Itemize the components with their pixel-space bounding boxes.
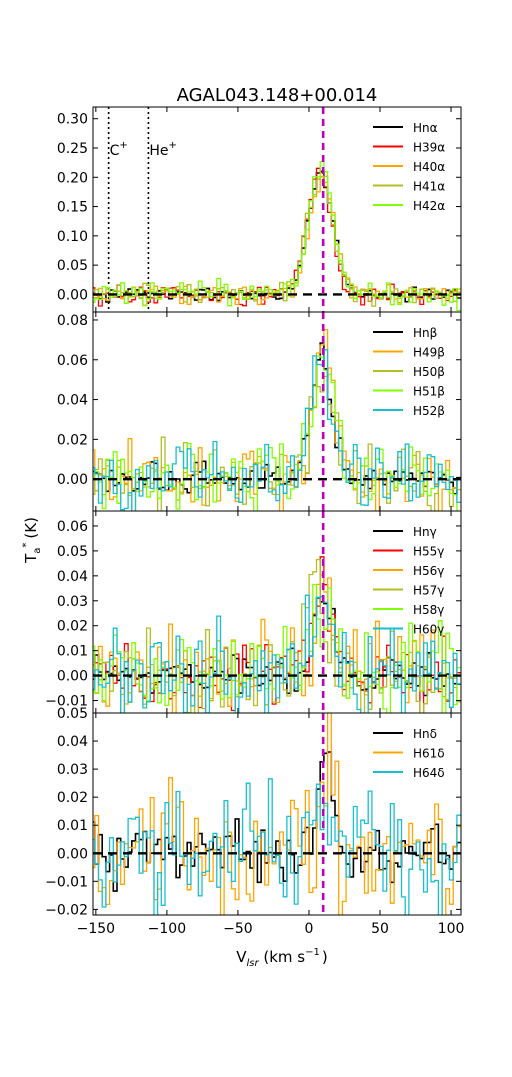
panel-plot-area (93, 107, 461, 312)
y-axis-label-unit: (K) (22, 517, 40, 539)
y-tick-label: 0.04 (57, 734, 88, 750)
y-tick-label: 0.10 (57, 229, 88, 245)
legend-label: H50β (413, 365, 445, 379)
series-line (93, 778, 461, 915)
y-tick-label: 0.06 (57, 519, 88, 535)
y-axis-label: Ta* (K) (21, 517, 43, 564)
y-tick-label: 0.01 (57, 644, 88, 660)
y-tick-label: 0.03 (57, 762, 88, 778)
species-marker-label-text: C (110, 143, 120, 159)
y-tick-label: 0.05 (57, 544, 88, 560)
legend-gamma: Hnγ H55γ H56γ H57γ H58γ H60γ (373, 525, 444, 637)
series-line (93, 176, 461, 306)
x-axis-label-end: ) (322, 948, 328, 966)
y-tick-label: 0.02 (57, 619, 88, 635)
x-tick-label: 0 (305, 921, 314, 937)
series-line (93, 170, 461, 303)
legend-label: Hnβ (413, 326, 437, 340)
y-tick-label: 0.06 (57, 353, 88, 369)
x-tick-label: 100 (438, 921, 465, 937)
species-marker-label-sup: + (169, 140, 177, 151)
x-axis-label-sup: −1 (305, 947, 320, 958)
legend-label: H64δ (413, 766, 445, 780)
panel-frame (92, 712, 462, 916)
y-tick-label: 0.00 (57, 472, 88, 488)
panel-plot-area (93, 312, 461, 511)
x-axis-label: Vlsr (km s−1) (236, 947, 328, 969)
y-axis-label-sub: a (32, 548, 43, 554)
y-axis-label-main: T (22, 553, 40, 564)
y-tick-label: 0.03 (57, 594, 88, 610)
y-tick-label: −0.02 (45, 902, 88, 918)
legend-label: H55γ (413, 545, 444, 559)
y-tick-label: 0.00 (57, 846, 88, 862)
legend-label: H57γ (413, 584, 444, 598)
y-tick-label: 0.02 (57, 790, 88, 806)
chart-title: AGAL043.148+00.014 (177, 85, 378, 106)
x-axis: −150 −100 −50 0 50 100 (77, 921, 465, 937)
legend-label: H60γ (413, 623, 444, 637)
legend-label: H49β (413, 346, 445, 360)
species-marker-label-sup: + (119, 140, 127, 151)
y-tick-label: 0.05 (57, 706, 88, 722)
x-tick-label: −50 (223, 921, 253, 937)
y-tick-label: 0.02 (57, 432, 88, 448)
y-tick-label: 0.15 (57, 200, 88, 216)
legend-label: H56γ (413, 564, 444, 578)
species-marker-label-text: He (149, 143, 168, 159)
species-marker-label: C+ (110, 140, 128, 159)
legend-label: Hnδ (413, 727, 437, 741)
x-tick-label: 50 (371, 921, 389, 937)
legend-label: H39α (413, 141, 445, 155)
y-axis-label-sup: * (21, 543, 32, 548)
legend-label: H42α (413, 199, 445, 213)
panel-gamma: −0.01 0.00 0.01 0.02 0.03 0.04 0.05 0.06 Hnγ H55γ… (45, 510, 462, 714)
series-line (93, 175, 461, 307)
y-tick-label: −0.01 (45, 874, 88, 890)
x-tick-label: −100 (148, 921, 186, 937)
x-axis-label-sub: lsr (247, 958, 260, 969)
y-tick-label: 0.04 (57, 569, 88, 585)
panel-delta: −0.02 −0.01 0.00 0.01 0.02 0.03 0.04 0.05 Hnδ H61… (45, 706, 462, 918)
series-line (93, 349, 461, 511)
y-tick-label: 0.30 (57, 112, 88, 128)
y-tick-label: 0.04 (57, 393, 88, 409)
x-axis-label-main: V (236, 948, 247, 966)
y-tick-label: 0.25 (57, 141, 88, 157)
y-tick-label: 0.05 (57, 258, 88, 274)
legend-label: H58γ (413, 603, 444, 617)
legend-label: H61δ (413, 747, 445, 761)
legend-alpha: Hnα H39α H40α H41α H42α (373, 121, 445, 213)
y-tick-label: 0.00 (57, 287, 88, 303)
panel-plot-area (93, 713, 461, 915)
legend-label: H40α (413, 160, 445, 174)
x-axis-label-unit: (km s (259, 948, 306, 966)
y-tick-label: 0.08 (57, 313, 88, 329)
species-marker-label: He+ (149, 140, 177, 159)
legend-label: H52β (413, 404, 445, 418)
legend-label: Hnγ (413, 525, 437, 539)
legend-beta: Hnβ H49β H50β H51β H52β (373, 326, 445, 418)
legend-label: Hnα (413, 121, 438, 135)
panel-plot-area (93, 511, 461, 713)
y-tick-label: −0.01 (45, 694, 88, 710)
y-tick-label: 0.01 (57, 818, 88, 834)
y-tick-label: 0.00 (57, 669, 88, 685)
legend-label: H51β (413, 385, 445, 399)
panels-group: C+ He+0.000.050.100.150.200.250.30HnαH39α… (45, 106, 462, 918)
panel-beta: 0.00 0.02 0.04 0.06 0.08 Hnβ H49β H50β H51β H52β (57, 311, 462, 512)
panel-alpha: C+ He+0.000.050.100.150.200.250.30HnαH39α… (57, 106, 462, 313)
x-tick-label: −150 (77, 921, 115, 937)
legend-delta: Hnδ H61δ H64δ (373, 727, 445, 780)
y-tick-label: 0.20 (57, 170, 88, 186)
legend-label: H41α (413, 180, 445, 194)
series-line (93, 160, 461, 312)
